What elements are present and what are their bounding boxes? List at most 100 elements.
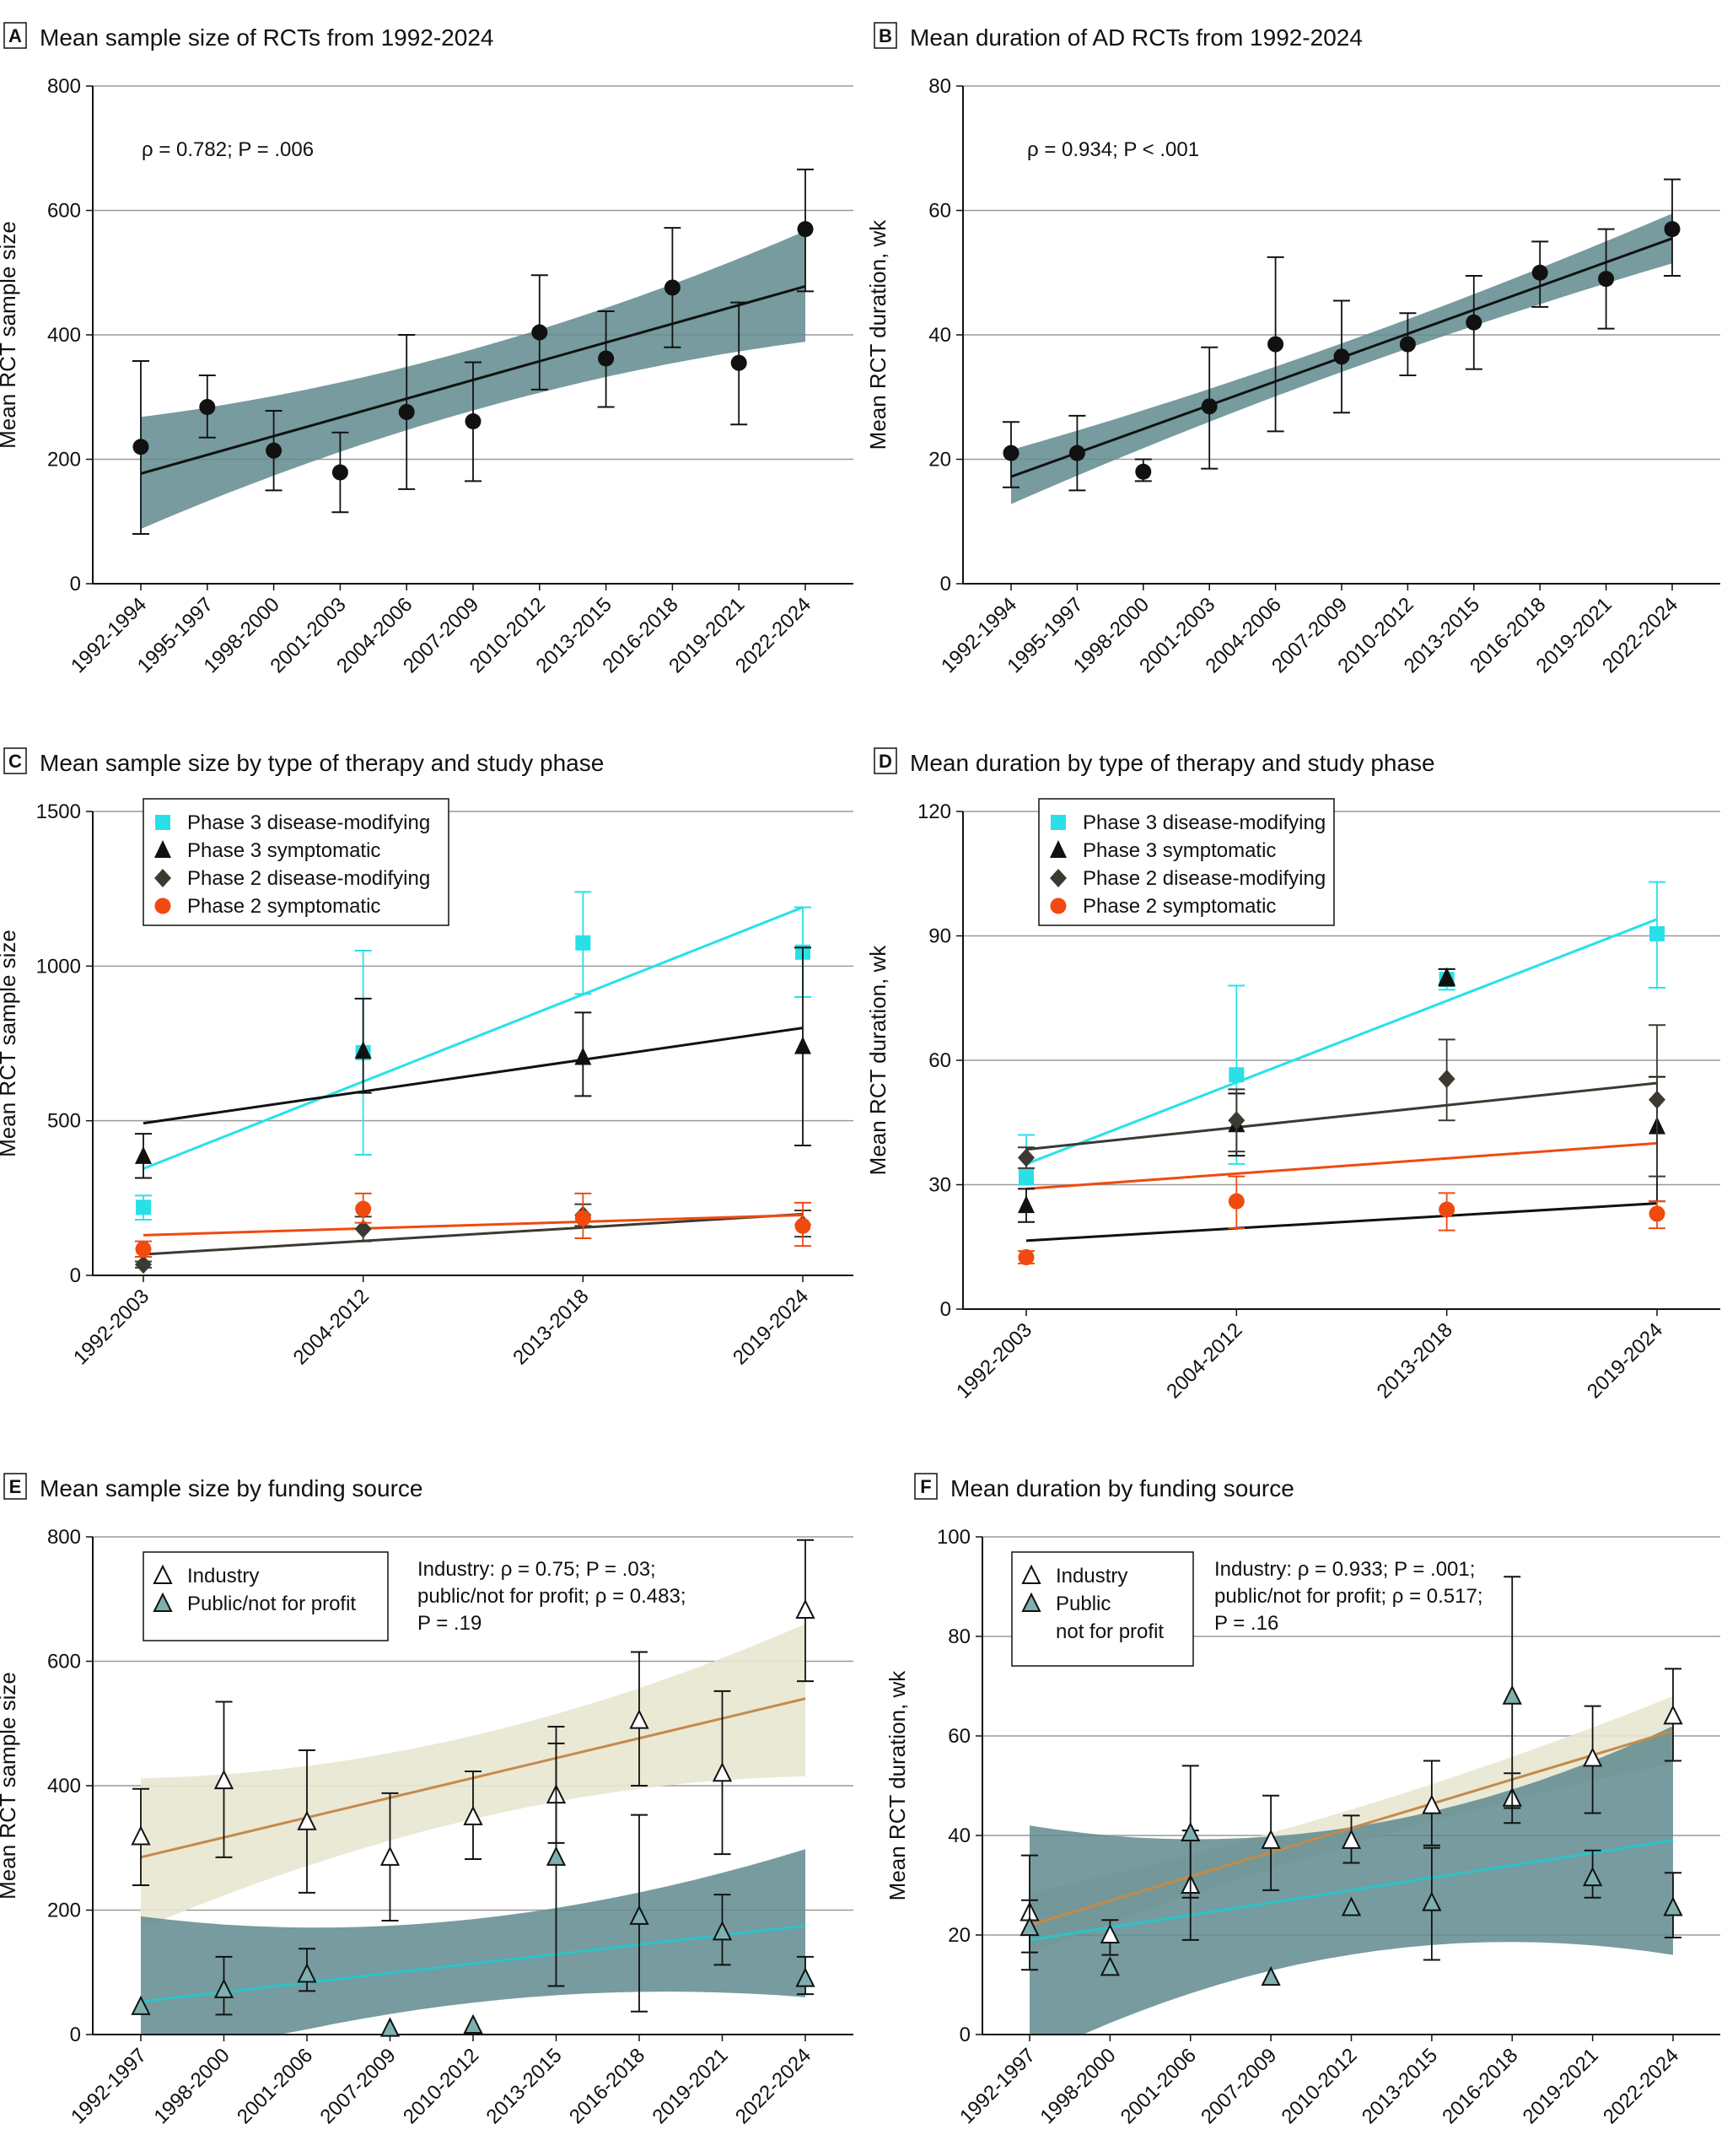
data-point (1583, 1747, 1603, 1767)
legend-label: Phase 2 symptomatic (1083, 895, 1276, 918)
y-axis-label: Mean RCT duration, wk (865, 219, 890, 450)
data-point (1261, 1965, 1281, 1986)
y-tick-label: 40 (928, 324, 951, 347)
panel-letter: B (879, 25, 892, 46)
data-point (794, 1217, 811, 1234)
trend-line (140, 1924, 806, 2003)
stat-annotation: ρ = 0.934; P < .001 (1027, 138, 1199, 161)
chart-panel-f: F Mean duration by funding source 0 20 40 60 8… (885, 1473, 1720, 2128)
legend-label: Industry (187, 1565, 259, 1587)
y-tick-label: 500 (47, 1110, 81, 1133)
confidence-band (1030, 1726, 1673, 2035)
legend-label: Phase 3 symptomatic (1083, 839, 1276, 862)
panel-letter-box (3, 22, 27, 49)
y-axis-label: Mean RCT sample size (0, 930, 20, 1157)
data-point (1018, 1195, 1035, 1214)
x-tick-label: 2019-2021 (648, 2044, 732, 2128)
data-point (154, 897, 171, 914)
y-axis-label: Mean RCT duration, wk (885, 1670, 910, 1901)
panel-letter-box (3, 747, 27, 774)
y-tick-label: 0 (70, 2024, 81, 2046)
legend-label: Public/not for profit (187, 1593, 356, 1615)
data-point (1399, 336, 1416, 353)
data-point (1649, 1090, 1665, 1109)
y-axis-label: Mean RCT duration, wk (865, 945, 890, 1176)
trend-line (1029, 1839, 1674, 1942)
y-tick-label: 120 (917, 800, 951, 823)
y-tick-label: 400 (47, 1775, 81, 1798)
data-point (354, 1220, 372, 1238)
y-tick-label: 1000 (36, 955, 81, 978)
data-point (135, 1241, 152, 1258)
y-tick-label: 20 (948, 1924, 971, 1947)
x-tick-label: 2013-2015 (1358, 2044, 1442, 2128)
y-axis-label: Mean RCT sample size (0, 221, 20, 449)
chart-panel-a: A Mean sample size of RCTs from 1992-2024… (0, 22, 853, 677)
data-point (1649, 1205, 1665, 1222)
data-point (1181, 1821, 1201, 1842)
legend-label: Phase 3 disease-modifying (1083, 811, 1326, 834)
stat-annotation: ρ = 0.782; P = .006 (142, 138, 314, 161)
data-point (135, 1255, 152, 1275)
data-point (1050, 869, 1067, 887)
data-point (1228, 1111, 1245, 1130)
stat-annotation: Industry: ρ = 0.933; P = .001; (1214, 1558, 1475, 1581)
chart-title: Mean sample size by type of therapy and … (40, 750, 604, 776)
panel-letter-box (914, 1473, 938, 1500)
y-tick-label: 90 (928, 925, 951, 948)
x-tick-label: 1992-1997 (67, 2044, 151, 2128)
data-point (297, 1963, 317, 1983)
x-tick-label: 2019-2021 (1519, 2044, 1603, 2128)
y-tick-label: 30 (928, 1174, 951, 1197)
y-tick-label: 0 (960, 2024, 971, 2046)
chart-title: Mean duration by funding source (950, 1475, 1294, 1501)
y-tick-label: 40 (948, 1825, 971, 1847)
x-tick-label: 2004-2012 (289, 1285, 374, 1369)
chart-panel-b: B Mean duration of AD RCTs from 1992-2024… (865, 22, 1720, 677)
panel-letter: E (9, 1476, 22, 1497)
panel-letter: F (920, 1476, 931, 1497)
data-point (664, 279, 681, 296)
data-point (131, 1995, 151, 2015)
y-tick-label: 0 (70, 1264, 81, 1287)
panel-letter-box (3, 1473, 27, 1500)
data-point (154, 869, 171, 887)
data-point (629, 1905, 649, 1925)
data-point (1333, 348, 1350, 365)
x-tick-label: 2007-2009 (315, 2044, 400, 2128)
legend-box (143, 1551, 389, 1641)
data-point (1050, 897, 1067, 914)
stat-annotation: public/not for profit; ρ = 0.517; (1214, 1585, 1483, 1608)
chart-title: Mean duration of AD RCTs from 1992-2024 (910, 24, 1363, 51)
data-point (379, 1846, 401, 1866)
x-tick-label: 1992-2003 (69, 1285, 153, 1369)
data-point (575, 935, 591, 951)
chart-title: Mean sample size by funding source (40, 1475, 422, 1501)
stat-annotation: P = .19 (417, 1612, 482, 1635)
legend-label: Phase 3 disease-modifying (187, 811, 430, 834)
data-point (1649, 926, 1665, 942)
x-tick-label: 2013-2018 (508, 1285, 593, 1369)
x-tick-label: 2004-2012 (1162, 1318, 1246, 1403)
legend-label: Phase 2 disease-modifying (187, 867, 430, 890)
legend-box (1038, 798, 1335, 926)
data-point (1135, 463, 1152, 480)
chart-panel-d: D Mean duration by type of therapy and st… (865, 747, 1720, 1403)
data-point (1502, 1684, 1522, 1705)
data-point (1051, 815, 1066, 830)
data-point (463, 1805, 483, 1825)
y-tick-label: 60 (928, 200, 951, 223)
y-tick-label: 800 (47, 75, 81, 98)
data-point (797, 221, 814, 238)
trend-line (1025, 1081, 1658, 1151)
data-point (1531, 264, 1548, 281)
chart-title: Mean duration by type of therapy and stu… (910, 750, 1435, 776)
x-tick-label: 1992-2003 (952, 1318, 1036, 1403)
y-tick-label: 200 (47, 449, 81, 472)
x-tick-label: 2010-2012 (1277, 2044, 1361, 2128)
data-point (1229, 1067, 1245, 1083)
data-point (795, 1598, 815, 1620)
data-point (132, 439, 149, 455)
stat-annotation: public/not for profit; ρ = 0.483; (417, 1585, 686, 1608)
